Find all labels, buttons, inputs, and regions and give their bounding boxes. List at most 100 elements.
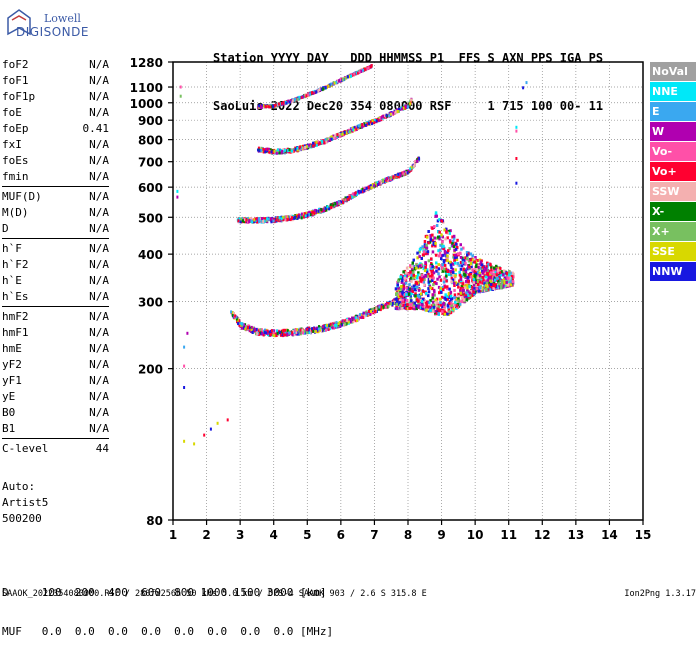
parameter-value: N/A [89, 206, 109, 219]
echo-point [380, 116, 383, 120]
echo-point [351, 126, 354, 130]
echo-point [410, 273, 414, 277]
echo-point [456, 238, 459, 242]
echo-point [484, 271, 487, 275]
echo-point [193, 442, 196, 446]
echo-point [489, 278, 492, 282]
echo-point [294, 147, 297, 151]
x-tick-label: 11 [500, 528, 517, 542]
echo-point [335, 203, 338, 207]
echo-point [417, 288, 421, 292]
echo-point [453, 245, 456, 249]
echo-point [345, 131, 348, 135]
echo-point [309, 92, 311, 96]
echo-point [265, 331, 268, 335]
echo-point [294, 328, 297, 332]
echo-point [327, 327, 330, 331]
echo-point [443, 276, 446, 280]
echo-point [416, 256, 419, 260]
echo-point [385, 177, 388, 181]
parameter-label: yE [2, 390, 16, 403]
echo-point [430, 270, 433, 274]
echo-point [512, 275, 515, 279]
parameter-row: MUF(D) N/A [2, 189, 109, 205]
echo-point [449, 293, 452, 297]
echo-point [468, 293, 472, 297]
echo-point [435, 224, 439, 227]
x-tick-label: 2 [202, 528, 210, 542]
echo-point [471, 258, 474, 262]
echo-point [434, 311, 437, 315]
echo-point [411, 277, 415, 281]
echo-point [389, 302, 392, 306]
echo-point [456, 252, 460, 256]
echo-point [274, 150, 277, 153]
echo-point [490, 271, 493, 275]
echo-point [401, 296, 405, 300]
echo-point [469, 295, 473, 299]
echo-point [501, 284, 505, 288]
parameter-label: foF2 [2, 58, 29, 71]
echo-point [418, 255, 421, 259]
echo-point [419, 303, 422, 307]
echo-point [425, 303, 429, 307]
echo-point [265, 105, 267, 109]
echo-point [257, 332, 260, 336]
echo-point [183, 364, 186, 368]
parameter-label: hmF1 [2, 326, 29, 339]
echo-point [441, 263, 444, 267]
echo-point [302, 144, 304, 148]
echo-point [307, 327, 310, 331]
echo-point [260, 328, 263, 332]
echo-point [415, 304, 418, 308]
echo-point [461, 258, 465, 262]
parameter-row: foF2 N/A [2, 57, 109, 73]
echo-point [461, 296, 464, 300]
echo-point [423, 299, 426, 302]
echo-point [446, 236, 449, 240]
echo-point [411, 165, 414, 169]
echo-point [289, 214, 292, 218]
echo-point [471, 254, 474, 258]
echo-point [477, 270, 480, 274]
echo-point [405, 299, 409, 302]
echo-point [322, 325, 325, 329]
echo-point [485, 275, 488, 279]
parameter-label: foEs [2, 154, 29, 167]
parameter-row: h`E N/A [2, 273, 109, 289]
echo-point [453, 248, 456, 252]
parameter-row: yE N/A [2, 389, 109, 405]
echo-point [243, 326, 245, 330]
echo-point [251, 331, 254, 334]
echo-point [403, 293, 407, 297]
echo-point [248, 219, 251, 222]
echo-point [340, 133, 343, 137]
echo-point [434, 211, 438, 215]
echo-point [313, 212, 316, 216]
echo-point [258, 220, 261, 224]
echo-point [493, 284, 497, 288]
parameter-label: MUF(D) [2, 190, 42, 203]
echo-point [456, 261, 460, 265]
echo-point [462, 288, 465, 292]
echo-point [503, 278, 507, 282]
echo-point [306, 331, 308, 335]
echo-point [472, 283, 476, 287]
echo-point [390, 176, 393, 180]
echo-point [484, 266, 488, 270]
echo-point [373, 118, 376, 122]
echo-point [415, 281, 419, 285]
echo-point [357, 189, 360, 193]
legend-item-vo: Vo- [650, 142, 696, 161]
echo-point [483, 268, 486, 272]
echo-point [451, 235, 454, 239]
echo-point [334, 202, 337, 206]
echo-point [364, 189, 367, 192]
echo-point [273, 334, 276, 338]
echo-point [304, 214, 307, 218]
echo-point [438, 309, 441, 313]
echo-point [474, 256, 477, 259]
echo-point [272, 151, 275, 154]
echo-point [257, 148, 259, 152]
echo-point [459, 267, 463, 271]
